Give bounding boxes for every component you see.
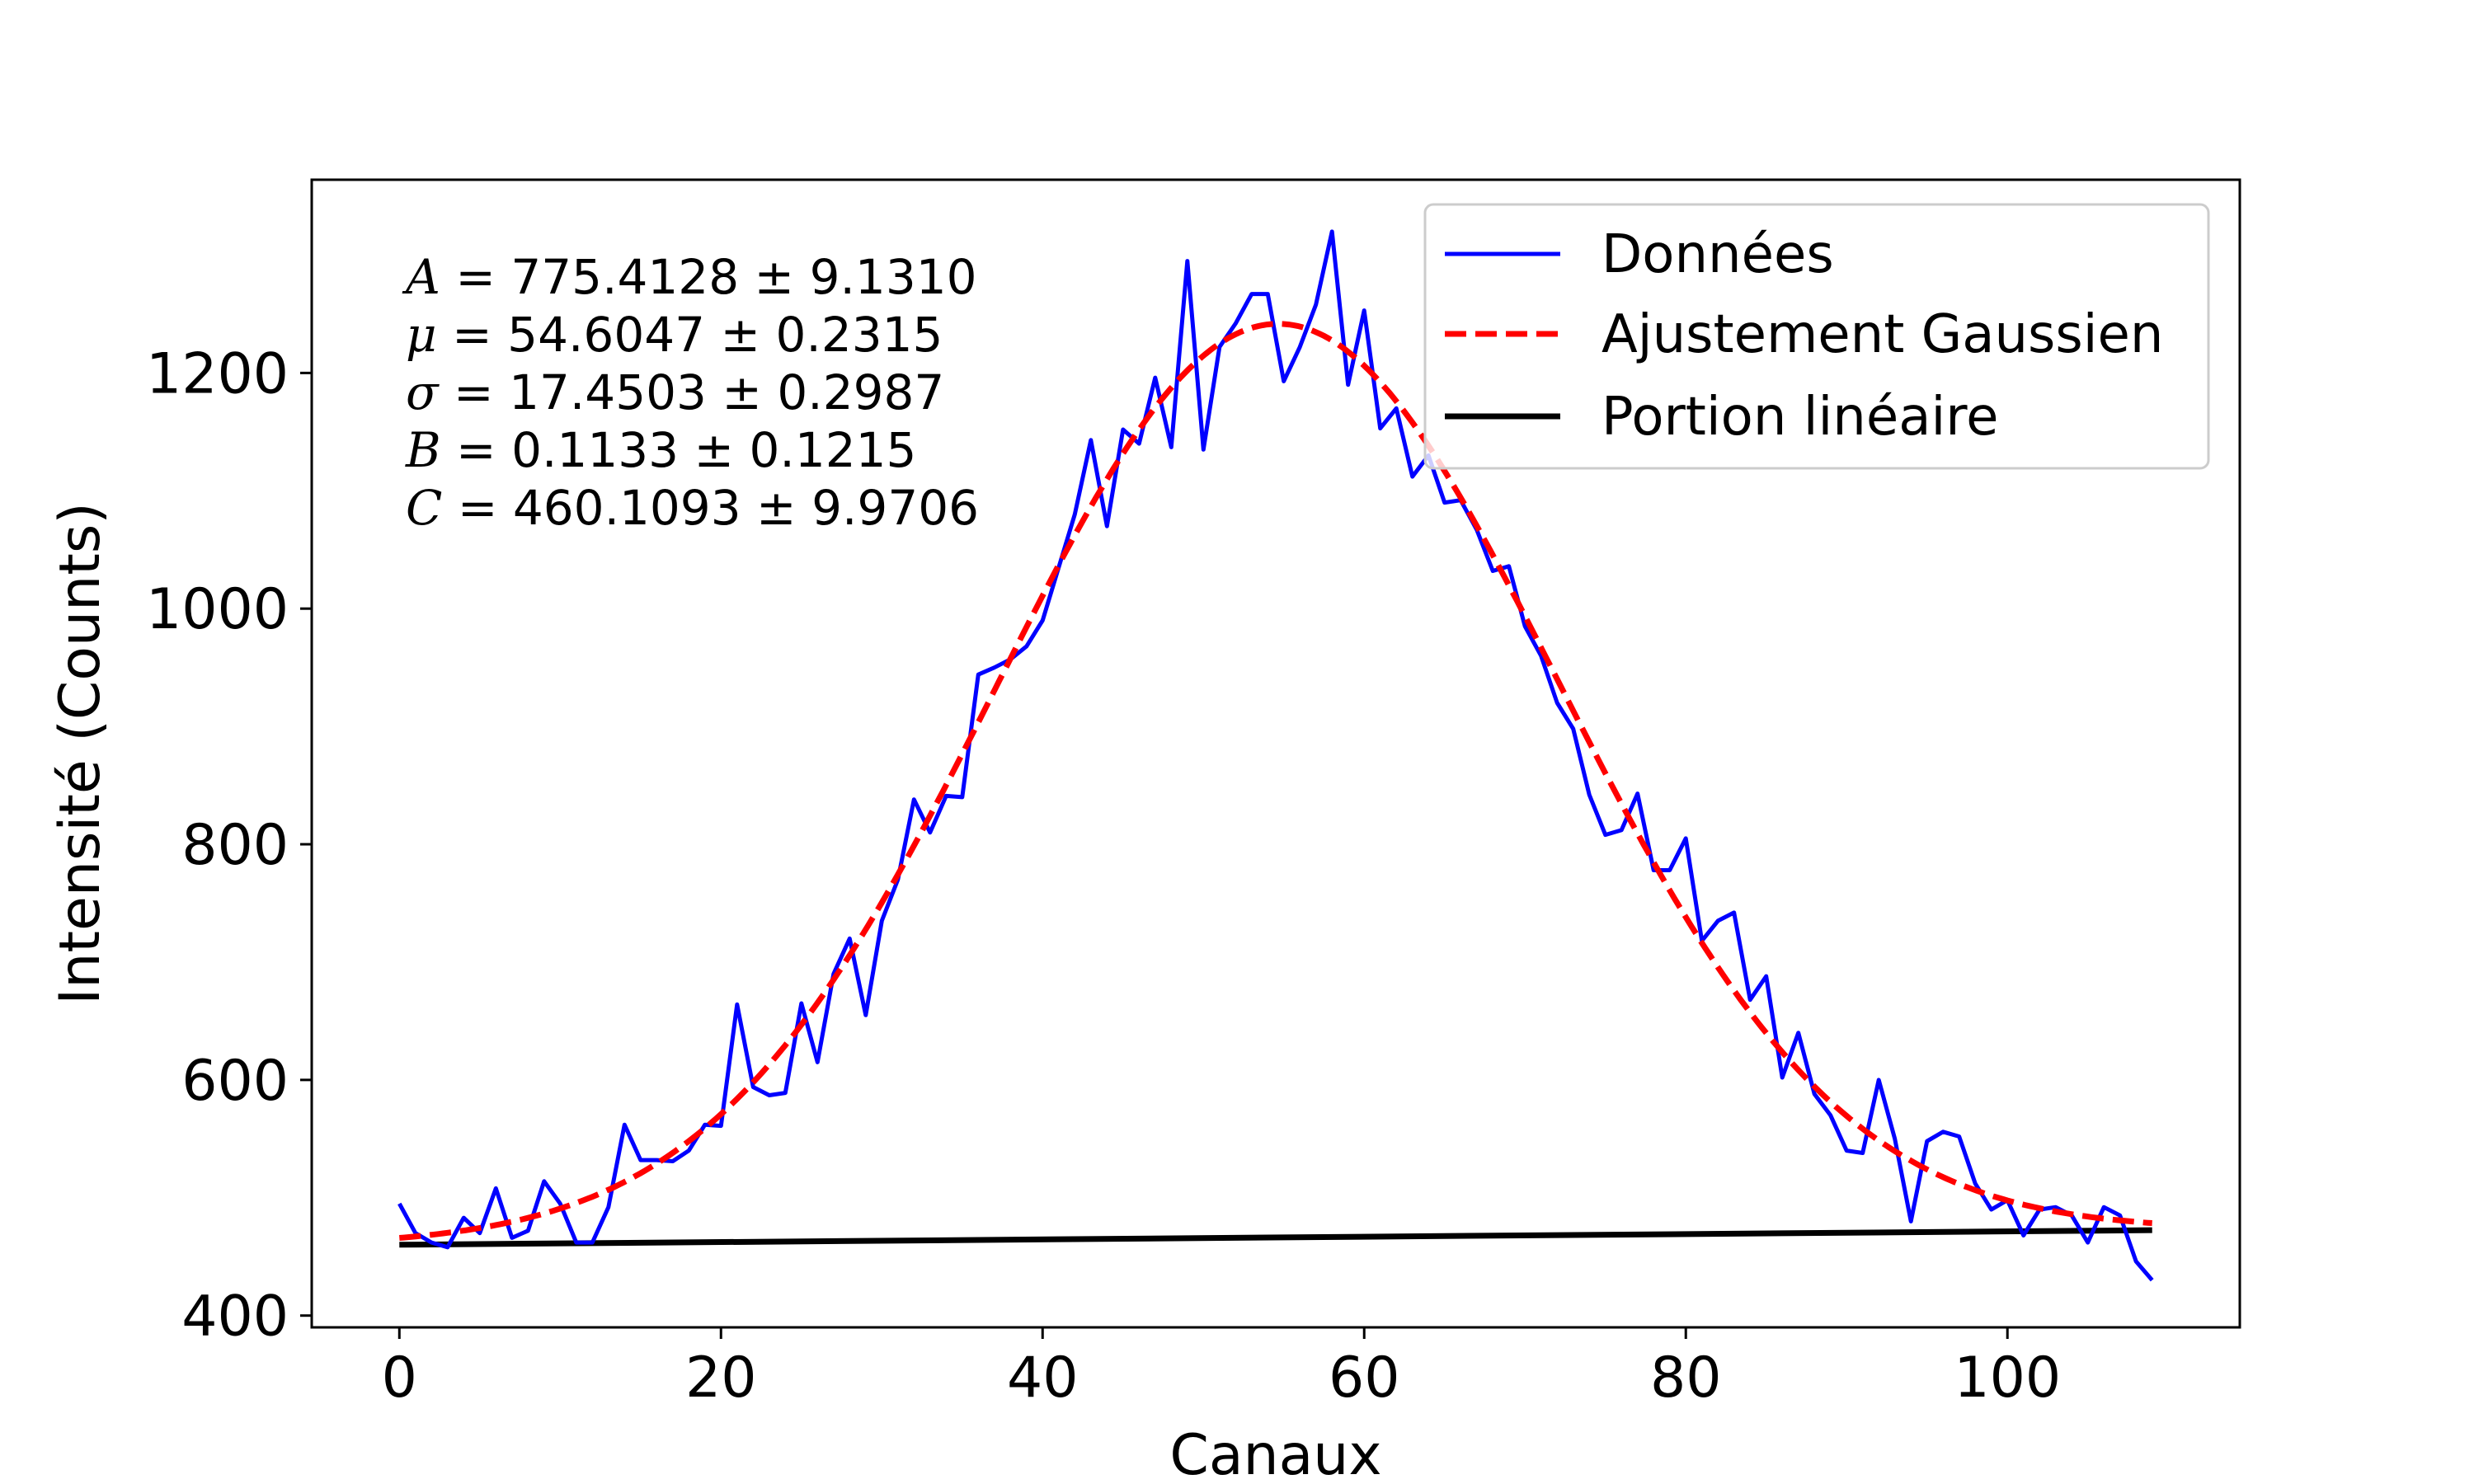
fit-parameter-line: C = 460.1093 ± 9.9706 — [406, 480, 979, 536]
fit-parameter-line: σ = 17.4503 ± 0.2987 — [406, 364, 944, 420]
plot-area-frame — [310, 178, 2241, 1329]
x-tick-label: 40 — [1007, 1345, 1079, 1411]
fit-parameter-line: A = 775.4128 ± 9.1310 — [402, 249, 977, 305]
y-axis-ticks: 400 600 800 1000 1200 — [146, 341, 312, 1350]
x-tick-label: 0 — [382, 1345, 417, 1411]
y-tick-label: 400 — [181, 1284, 289, 1350]
series-line-donnees — [397, 229, 2154, 1282]
legend-label-portion-lineaire: Portion linéaire — [1602, 387, 1999, 448]
series-line-portion-lineaire — [399, 1227, 2152, 1248]
series-line-ajustement-gaussien — [399, 321, 2152, 1241]
y-tick-label: 1000 — [146, 577, 289, 642]
legend-box — [1423, 203, 2210, 470]
x-tick-label: 20 — [685, 1345, 757, 1411]
x-tick-label: 60 — [1329, 1345, 1400, 1411]
y-tick-label: 800 — [181, 813, 289, 878]
x-axis-label: Canaux — [1169, 1423, 1381, 1484]
y-tick-label: 1200 — [146, 341, 289, 406]
legend-label-ajustement-gaussien: Ajustement Gaussien — [1602, 304, 2163, 365]
y-axis-label: Intensité (Counts) — [48, 502, 113, 1005]
x-tick-label: 80 — [1650, 1345, 1722, 1411]
legend-label-donnees: Données — [1602, 224, 1834, 285]
x-tick-label: 100 — [1954, 1345, 2061, 1411]
fit-parameter-line: B = 0.1133 ± 0.1215 — [405, 422, 916, 478]
plot-lines — [397, 229, 2154, 1282]
fit-parameter-line: μ = 54.6047 ± 0.2315 — [406, 307, 943, 363]
legend: Données Ajustement Gaussien Portion liné… — [1423, 203, 2210, 470]
x-axis-ticks: 0 20 40 60 80 100 — [382, 1327, 2061, 1411]
y-tick-label: 600 — [181, 1049, 289, 1114]
